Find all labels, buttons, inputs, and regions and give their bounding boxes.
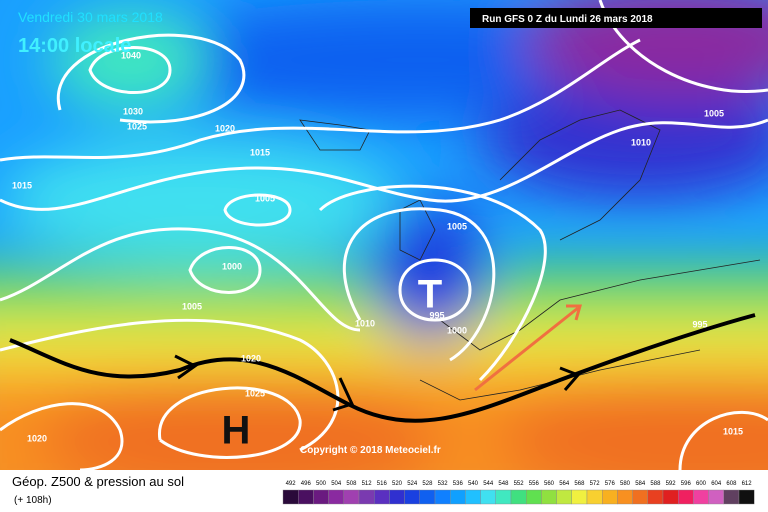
footer-lead: (+ 108h) (14, 495, 52, 506)
scale-label: 592 (666, 481, 677, 487)
scale-cell (282, 489, 299, 505)
scale-cell (480, 489, 497, 505)
scale-cell (526, 489, 542, 505)
scale-label: 520 (392, 481, 403, 487)
scale-label: 532 (438, 481, 449, 487)
scale-label: 544 (483, 481, 494, 487)
fronts (9, 304, 756, 423)
scale-label: 528 (422, 481, 433, 487)
copyright: Copyright © 2018 Meteociel.fr (300, 445, 441, 456)
scale-label: 604 (711, 481, 722, 487)
isobar-label: 1030 (123, 106, 143, 116)
isobar-label: 1005 (255, 193, 275, 203)
date: Vendredi 30 mars 2018 (18, 9, 163, 25)
scale-label: 600 (696, 481, 707, 487)
scale-label: 512 (362, 481, 373, 487)
scale-cell (678, 489, 694, 505)
scale-cell (693, 489, 709, 505)
scale-label: 492 (286, 481, 297, 487)
scale-label: 580 (620, 481, 631, 487)
scale-label: 556 (529, 481, 540, 487)
scale-cell (434, 489, 451, 505)
isobar-label: 1010 (355, 318, 375, 328)
run-box (470, 8, 762, 28)
scale-label: 596 (681, 481, 692, 487)
scale-cell (571, 489, 588, 505)
scale-label: 560 (544, 481, 555, 487)
isobar-label: 1025 (245, 388, 265, 398)
scale-cell (465, 489, 481, 505)
high-center: H (222, 409, 251, 453)
scale-label: 524 (407, 481, 418, 487)
scale-label: 608 (726, 481, 737, 487)
color-scale: 492 496 500 504 508 512 516 520 524 528 532 536 540 5… (282, 481, 755, 505)
run: Run GFS 0 Z du Lundi 26 mars 2018 (482, 14, 653, 25)
low-center: T (418, 273, 442, 317)
isobar-label: 1015 (12, 180, 32, 190)
scale-label: 508 (346, 481, 357, 487)
isobar-label: 995 (692, 319, 707, 329)
scale-cell (586, 489, 603, 505)
scale-label: 612 (742, 481, 753, 487)
scale-label: 568 (574, 481, 585, 487)
scale-cell (708, 489, 724, 505)
scale-cell (389, 489, 405, 505)
isobar-label: 1010 (631, 137, 651, 147)
scale-cell (313, 489, 329, 505)
scale-cell (510, 489, 527, 505)
isobar-label: 1020 (215, 123, 235, 133)
scale-label: 584 (635, 481, 646, 487)
scale-cell (495, 489, 512, 505)
isobar-label: 995 (429, 310, 444, 320)
isobar-label: 1015 (723, 426, 743, 436)
scale-cell (662, 489, 679, 505)
isobar-label: 1040 (121, 50, 141, 60)
scale-cell (556, 489, 572, 505)
scale-cell (617, 489, 633, 505)
scale-label: 564 (559, 481, 570, 487)
scale-cell (738, 489, 755, 505)
scale-label: 588 (650, 481, 661, 487)
scale-label: 500 (316, 481, 327, 487)
footer-title: Géop. Z500 & pression au sol (12, 474, 184, 489)
scale-cell (298, 489, 314, 505)
scale-label: 572 (590, 481, 601, 487)
scale-label: 540 (468, 481, 479, 487)
scale-label: 504 (331, 481, 342, 487)
isobar-labels: 1040 1030 1025 1020 1015 1015 1005 1000 … (12, 50, 743, 443)
isobar-label: 1000 (222, 261, 242, 271)
scale-label: 576 (605, 481, 616, 487)
scale-cell (328, 489, 345, 505)
isobar-label: 1020 (27, 433, 47, 443)
isobar-label: 1005 (447, 221, 467, 231)
scale-cell (343, 489, 360, 505)
scale-cell (647, 489, 664, 505)
scale-cell (358, 489, 375, 505)
scale-label: 516 (377, 481, 388, 487)
isobar-label: 1000 (447, 325, 467, 335)
scale-cell (450, 489, 466, 505)
isobar-label: 1005 (704, 108, 724, 118)
isobar-label: 1025 (127, 121, 147, 131)
time: 14:00 locale (18, 35, 131, 57)
scale-cell (374, 489, 390, 505)
scale-label: 536 (453, 481, 464, 487)
scale-cell (632, 489, 648, 505)
scale-label: 496 (301, 481, 312, 487)
scale-label: 548 (498, 481, 509, 487)
isobar-label: 1015 (250, 147, 270, 157)
isobar-label: 1005 (182, 301, 202, 311)
scale-label: 552 (514, 481, 525, 487)
scale-cell (404, 489, 421, 505)
scale-cell (419, 489, 436, 505)
isobar-label: 1020 (241, 353, 261, 363)
scale-cell (602, 489, 618, 505)
scale-cell (541, 489, 557, 505)
scale-cell (723, 489, 740, 505)
